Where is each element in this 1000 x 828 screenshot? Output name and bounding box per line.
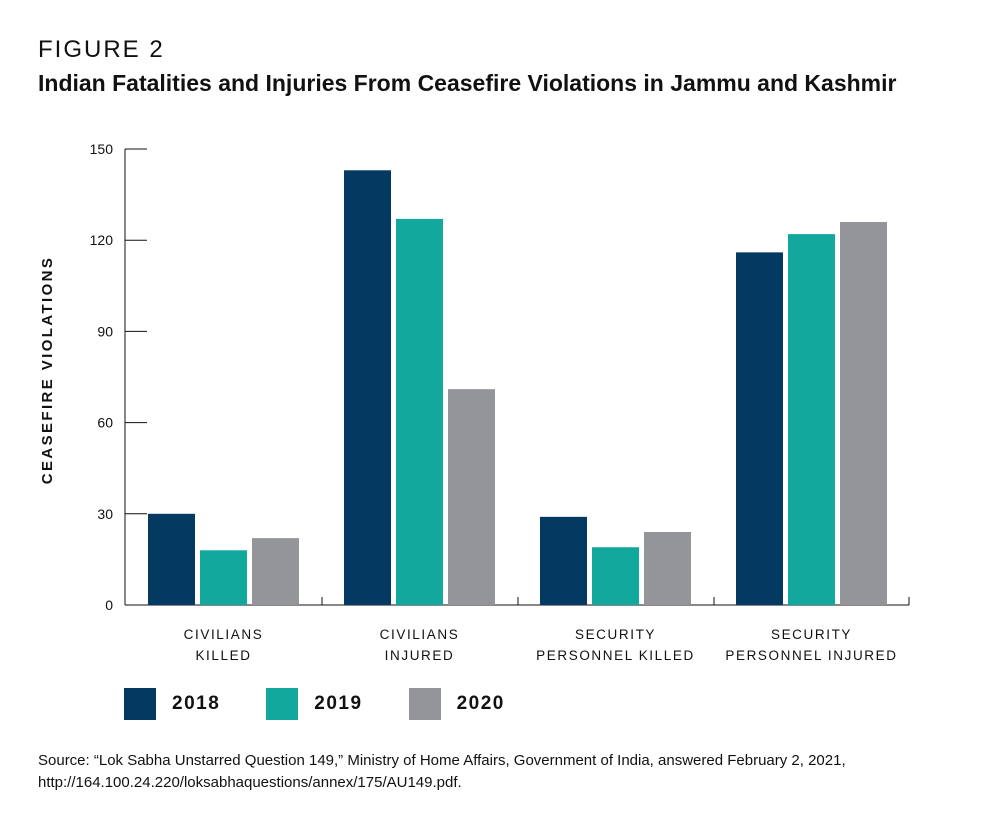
legend-item-2018: 2018 <box>124 688 220 720</box>
bar-2020 <box>448 389 495 605</box>
figure-label: FIGURE 2 <box>38 36 165 63</box>
y-tick-label: 120 <box>90 232 114 248</box>
x-category-label: CIVILIANS <box>380 627 460 642</box>
source-note: Source: “Lok Sabha Unstarred Question 14… <box>38 750 968 794</box>
x-category-label: PERSONNEL KILLED <box>536 648 695 663</box>
x-category-label: PERSONNEL INJURED <box>725 648 897 663</box>
bar-2018 <box>540 516 587 605</box>
x-category-label: SECURITY <box>575 627 656 642</box>
legend-item-2019: 2019 <box>266 688 362 720</box>
y-tick-label: 90 <box>97 323 113 339</box>
legend: 2018 2019 2020 <box>124 688 551 720</box>
bars <box>148 170 887 606</box>
legend-label: 2020 <box>456 693 505 714</box>
bar-2019 <box>592 547 639 605</box>
legend-item-2020: 2020 <box>408 688 505 720</box>
bar-2018 <box>344 170 391 605</box>
bar-2020 <box>252 538 299 605</box>
chart-title: Indian Fatalities and Injuries From Ceas… <box>38 70 897 96</box>
legend-swatch <box>266 688 299 720</box>
legend-label: 2018 <box>172 693 221 714</box>
legend-swatch <box>408 688 441 720</box>
bar-2020 <box>840 221 887 605</box>
legend-swatch <box>124 688 156 720</box>
x-category-label: CIVILIANS <box>184 627 264 642</box>
legend-label: 2019 <box>314 693 363 714</box>
y-axis-title: CEASEFIRE VIOLATIONS <box>39 256 56 485</box>
source-line-1: Source: “Lok Sabha Unstarred Question 14… <box>38 752 846 769</box>
bar-2018 <box>148 513 195 605</box>
x-category-label: INJURED <box>385 648 455 663</box>
y-tick-label: 60 <box>97 415 113 431</box>
x-category-label: SECURITY <box>771 627 852 642</box>
y-tick-label: 30 <box>97 506 113 522</box>
y-tick-label: 150 <box>90 141 114 157</box>
bar-2019 <box>396 218 443 606</box>
bar-2018 <box>736 252 783 606</box>
bar-chart: 0 30 60 90 120 150 CIVILIANS KILLED CIVILIANS INJ… <box>39 141 910 663</box>
bar-2019 <box>788 234 835 605</box>
x-category-label: KILLED <box>195 648 251 663</box>
y-tick-label: 0 <box>105 597 113 613</box>
bar-2020 <box>644 532 691 605</box>
axis-labels: 0 30 60 90 120 150 CIVILIANS KILLED CIVILIANS INJ… <box>39 141 897 663</box>
bar-2019 <box>200 550 247 605</box>
source-line-2: http://164.100.24.220/loksabhaquestions/… <box>38 774 462 791</box>
